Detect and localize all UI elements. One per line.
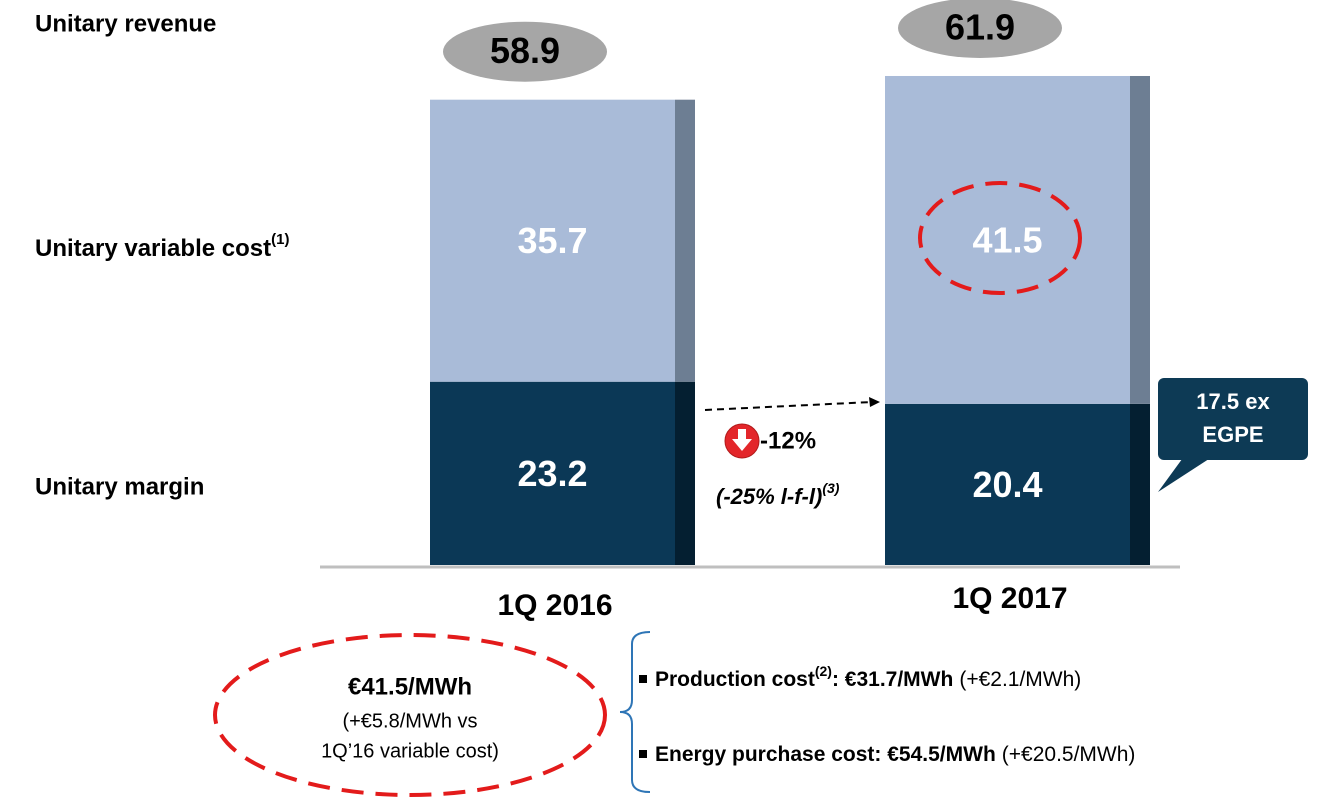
value-label: 41.5 <box>972 219 1042 260</box>
bar-edge <box>1130 75 1150 404</box>
total-label: 58.9 <box>490 30 560 71</box>
down-arrow <box>732 429 752 451</box>
callout-text: EGPE <box>1202 422 1263 447</box>
bar-segment <box>885 75 1130 404</box>
bullet-text: Production cost(2): €31.7/MWh (+€2.1/MWh) <box>655 663 1081 691</box>
total-bubble <box>898 0 1062 58</box>
bar-edge <box>675 99 695 382</box>
bar-edge <box>1130 403 1150 565</box>
bullet-change: (+€2.1/MWh) <box>959 668 1081 691</box>
note-line: 1Q’16 variable cost) <box>321 740 499 762</box>
bullet <box>639 750 647 758</box>
total-bubble <box>443 21 607 82</box>
row-label: Unitary variable cost(1) <box>35 231 289 262</box>
total-label: 61.9 <box>945 7 1015 48</box>
callout-box <box>1158 378 1308 460</box>
footnote: (2) <box>815 663 832 679</box>
change-value: -12% <box>760 427 816 454</box>
value-label: 20.4 <box>972 464 1042 505</box>
value-label: 23.2 <box>517 453 587 494</box>
arrow <box>704 401 873 411</box>
change-lfl: (-25% l-f-l)(3) <box>716 480 840 509</box>
footnote: (3) <box>822 480 839 496</box>
bar-edge <box>675 381 695 565</box>
bullet-value: : €31.7/MWh <box>832 668 953 691</box>
bar-segment <box>430 99 675 382</box>
bullet-value: : €54.5/MWh <box>874 743 995 766</box>
bullet-label: Production cost <box>655 668 815 691</box>
row-label-text: Unitary variable cost <box>35 235 271 262</box>
x-tick-label: 1Q 2016 <box>497 589 612 622</box>
bar-segment <box>430 381 675 565</box>
bullet-change: (+€20.5/MWh) <box>1002 743 1136 766</box>
callout-pointer <box>1158 455 1215 492</box>
bar-segment <box>885 403 1130 565</box>
change-lfl-text: (-25% l-f-l) <box>716 484 822 509</box>
note-title: €41.5/MWh <box>348 673 472 700</box>
row-label: Unitary revenue <box>35 10 216 37</box>
note-line: (+€5.8/MWh vs <box>342 710 477 732</box>
highlight-ellipse <box>918 181 1082 295</box>
arrow-head <box>869 397 880 407</box>
x-tick-label: 1Q 2017 <box>952 582 1067 615</box>
callout-text: 17.5 ex <box>1196 389 1270 414</box>
value-label: 35.7 <box>517 220 587 261</box>
bullet-text: Energy purchase cost: €54.5/MWh (+€20.5/M… <box>655 743 1135 766</box>
footnote: (1) <box>271 231 289 248</box>
row-label: Unitary margin <box>35 473 204 500</box>
highlight-ellipse <box>213 633 607 797</box>
brace <box>619 631 651 793</box>
bullet <box>639 675 647 683</box>
bullet-label: Energy purchase cost <box>655 743 874 766</box>
